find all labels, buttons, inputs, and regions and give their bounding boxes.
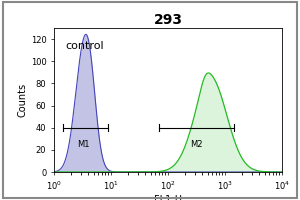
- Title: 293: 293: [154, 13, 182, 27]
- Text: M2: M2: [190, 140, 203, 149]
- Text: control: control: [66, 41, 104, 51]
- Text: M1: M1: [77, 140, 90, 149]
- X-axis label: FL1-H: FL1-H: [154, 195, 182, 200]
- Y-axis label: Counts: Counts: [18, 83, 28, 117]
